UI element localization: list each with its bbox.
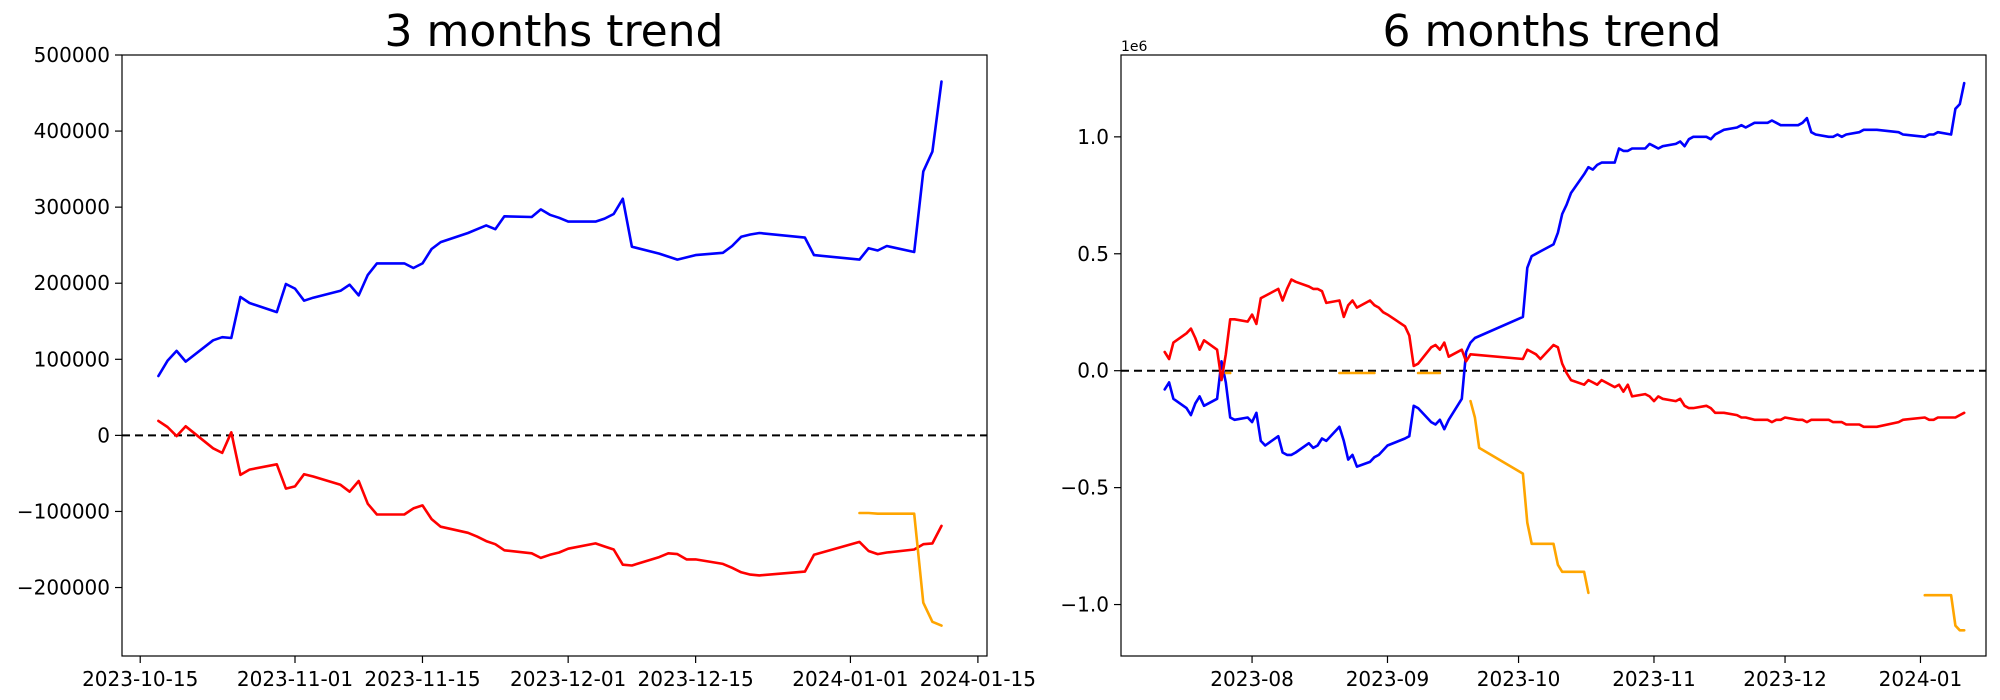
series-layer <box>1121 81 1986 632</box>
y-tick-label: 100000 <box>34 347 110 371</box>
y-tick-label: 1.0 <box>1077 125 1109 149</box>
chart-title: 6 months trend <box>1383 6 1722 57</box>
ticks-layer: 2023-08 2023-09 2023-10 2023-11 2023-12 2024-… <box>1060 125 1962 691</box>
y-tick-label: 400000 <box>34 119 110 143</box>
x-tick-label: 2023-08 <box>1210 667 1294 691</box>
series-line-1 <box>1163 81 1966 468</box>
chart-3-months: 3 months trend 2023-10-15 2023-11-01 2023-… <box>17 6 1036 691</box>
series-line-3-segment-4 <box>1469 399 1590 595</box>
y-tick-label: 200000 <box>34 271 110 295</box>
chart-title: 3 months trend <box>385 6 724 57</box>
x-tick-label: 2024-01 <box>1879 667 1963 691</box>
x-tick-label: 2023-12 <box>1743 667 1827 691</box>
series-line-2 <box>157 419 943 577</box>
series-line-3-segment-5 <box>1923 593 1966 632</box>
plot-frame <box>121 54 988 657</box>
y-tick-label: 0.0 <box>1077 359 1109 383</box>
x-tick-label: 2024-01-15 <box>920 667 1036 691</box>
chart-6-months: 6 months trend 1e6 2023-08 2023-09 2023-10… <box>1060 6 1987 691</box>
y-tick-label: −1.0 <box>1060 593 1109 617</box>
y-axis-offset-label: 1e6 <box>1121 39 1148 55</box>
x-tick-label: 2023-11 <box>1612 667 1696 691</box>
y-tick-label: 500000 <box>34 43 110 67</box>
ticks-layer: 2023-10-15 2023-11-01 2023-11-15 2023-12-01… <box>17 43 1036 691</box>
x-tick-label: 2023-11-01 <box>237 667 353 691</box>
series-line-3 <box>858 511 943 627</box>
x-tick-label: 2023-12-15 <box>638 667 754 691</box>
y-tick-label: −100000 <box>17 499 110 523</box>
x-tick-label: 2023-12-01 <box>510 667 626 691</box>
x-tick-label: 2023-10-15 <box>82 667 198 691</box>
series-layer <box>122 80 987 627</box>
y-tick-label: 0.5 <box>1077 242 1109 266</box>
x-tick-label: 2023-11-15 <box>364 667 480 691</box>
y-tick-label: 0 <box>97 423 110 447</box>
x-tick-label: 2024-01-01 <box>792 667 908 691</box>
y-tick-label: −0.5 <box>1060 476 1109 500</box>
y-tick-label: 300000 <box>34 195 110 219</box>
x-tick-label: 2023-09 <box>1346 667 1430 691</box>
plot-frame <box>1120 54 1987 657</box>
series-line-2 <box>1163 278 1966 429</box>
x-tick-label: 2023-10 <box>1477 667 1561 691</box>
y-tick-label: −200000 <box>17 576 110 600</box>
series-line-1 <box>157 80 943 378</box>
